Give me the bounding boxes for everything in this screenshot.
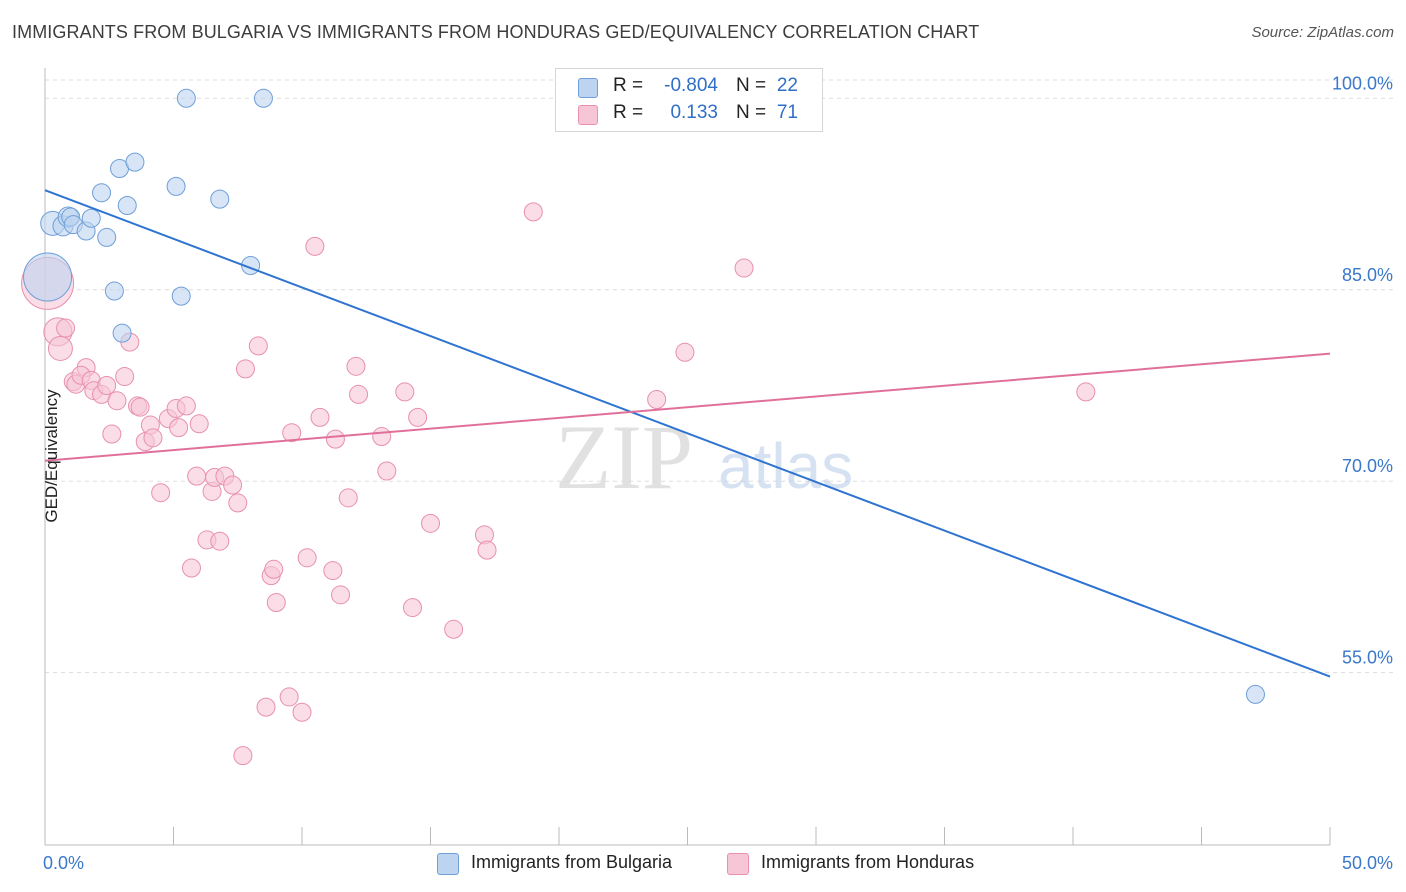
data-point-honduras bbox=[97, 375, 117, 395]
data-point-bulgaria bbox=[112, 323, 132, 343]
data-point-bulgaria bbox=[117, 196, 137, 216]
y-tick-labels: 55.0% 70.0% 85.0% 100.0% bbox=[1332, 73, 1393, 667]
correlation-legend: R = -0.804 N = 22 R = 0.133 N = 71 bbox=[555, 68, 823, 132]
data-point-honduras bbox=[266, 592, 286, 612]
data-point-honduras bbox=[279, 687, 299, 707]
bottom-legend-swatch-bulgaria bbox=[437, 853, 459, 875]
series-bulgaria-points bbox=[23, 88, 1265, 704]
watermark-atlas: atlas bbox=[718, 430, 853, 502]
data-point-honduras bbox=[210, 531, 230, 551]
data-point-honduras bbox=[107, 391, 127, 411]
data-point-honduras bbox=[647, 390, 667, 410]
legend-swatch-bulgaria bbox=[578, 78, 598, 98]
y-tick-label: 70.0% bbox=[1342, 456, 1393, 476]
data-point-honduras bbox=[233, 746, 253, 766]
data-point-honduras bbox=[151, 483, 171, 503]
data-point-honduras bbox=[477, 540, 497, 560]
bottom-legend-swatch-honduras bbox=[727, 853, 749, 875]
bottom-legend-label-bulgaria: Immigrants from Bulgaria bbox=[471, 852, 673, 872]
legend-r-label: R = bbox=[613, 75, 644, 96]
data-point-honduras bbox=[228, 493, 248, 513]
data-point-bulgaria bbox=[23, 252, 73, 302]
data-point-honduras bbox=[181, 558, 201, 578]
trend-lines bbox=[44, 189, 1331, 678]
data-point-honduras bbox=[143, 428, 163, 448]
data-point-honduras bbox=[130, 397, 150, 417]
data-point-honduras bbox=[1076, 382, 1096, 402]
data-point-honduras bbox=[325, 429, 345, 449]
data-point-honduras bbox=[292, 702, 312, 722]
y-tick-label: 85.0% bbox=[1342, 265, 1393, 285]
data-point-honduras bbox=[349, 384, 369, 404]
data-point-honduras bbox=[169, 418, 189, 438]
data-point-honduras bbox=[115, 367, 135, 387]
data-point-bulgaria bbox=[166, 176, 186, 196]
legend-r-label: R = bbox=[613, 102, 644, 123]
legend-n-label: N = bbox=[736, 75, 767, 96]
data-point-honduras bbox=[256, 697, 276, 717]
data-point-honduras bbox=[189, 414, 209, 434]
legend-r-value-bulgaria: -0.804 bbox=[664, 75, 718, 96]
legend-r-value-honduras: 0.133 bbox=[670, 102, 718, 123]
data-point-honduras bbox=[675, 342, 695, 362]
data-point-bulgaria bbox=[171, 286, 191, 306]
data-point-honduras bbox=[331, 585, 351, 605]
data-point-honduras bbox=[421, 513, 440, 533]
legend-n-label: N = bbox=[736, 102, 767, 123]
axes bbox=[44, 68, 1331, 846]
legend-swatch-honduras bbox=[578, 105, 598, 125]
data-point-honduras bbox=[346, 356, 366, 376]
data-point-bulgaria bbox=[176, 88, 196, 108]
y-tick-label: 55.0% bbox=[1342, 648, 1393, 668]
data-point-bulgaria bbox=[81, 208, 101, 228]
data-point-honduras bbox=[377, 461, 397, 481]
data-point-honduras bbox=[523, 202, 543, 222]
trend-line-bulgaria bbox=[44, 189, 1331, 678]
legend-row-bulgaria: R = -0.804 N = 22 bbox=[556, 75, 822, 101]
data-point-honduras bbox=[248, 336, 268, 356]
data-point-honduras bbox=[338, 488, 358, 508]
data-point-honduras bbox=[223, 475, 243, 495]
legend-row-honduras: R = 0.133 N = 71 bbox=[556, 102, 822, 128]
source-label: Source: ZipAtlas.com bbox=[1251, 24, 1394, 41]
data-point-honduras bbox=[297, 548, 317, 568]
bottom-legend-label-honduras: Immigrants from Honduras bbox=[761, 852, 975, 872]
x-tick-label-max: 50.0% bbox=[1342, 853, 1393, 873]
data-point-honduras bbox=[395, 382, 415, 402]
trend-line-honduras bbox=[44, 352, 1331, 462]
legend-n-value-bulgaria: 22 bbox=[776, 75, 798, 96]
watermark-zip: ZIP bbox=[555, 406, 693, 508]
data-point-honduras bbox=[403, 598, 423, 618]
data-point-honduras bbox=[282, 423, 302, 443]
data-point-honduras bbox=[102, 424, 122, 444]
y-axis-label: GED/Equivalency bbox=[42, 389, 61, 523]
data-point-bulgaria bbox=[253, 88, 273, 108]
data-point-bulgaria bbox=[210, 189, 230, 209]
data-point-honduras bbox=[444, 619, 464, 639]
data-point-honduras bbox=[47, 335, 73, 361]
data-point-bulgaria bbox=[125, 152, 145, 172]
data-point-bulgaria bbox=[97, 227, 117, 247]
data-point-honduras bbox=[264, 559, 284, 579]
data-point-honduras bbox=[310, 407, 330, 427]
legend-n-value-honduras: 71 bbox=[776, 102, 798, 123]
x-tick-label-min: 0.0% bbox=[43, 853, 84, 873]
data-point-bulgaria bbox=[104, 281, 124, 301]
data-point-bulgaria bbox=[1245, 684, 1265, 704]
chart-title: IMMIGRANTS FROM BULGARIA VS IMMIGRANTS F… bbox=[12, 22, 980, 42]
data-point-bulgaria bbox=[92, 183, 112, 203]
data-point-honduras bbox=[187, 466, 207, 486]
data-point-honduras bbox=[176, 396, 196, 416]
data-point-honduras bbox=[734, 258, 754, 278]
y-tick-label: 100.0% bbox=[1332, 73, 1393, 93]
data-point-honduras bbox=[323, 561, 343, 581]
data-point-honduras bbox=[372, 427, 392, 447]
data-point-honduras bbox=[56, 318, 76, 338]
data-point-honduras bbox=[408, 407, 428, 427]
data-point-honduras bbox=[305, 236, 325, 256]
data-point-honduras bbox=[235, 359, 255, 379]
x-tick-labels: 0.0% 50.0% bbox=[43, 853, 1393, 873]
